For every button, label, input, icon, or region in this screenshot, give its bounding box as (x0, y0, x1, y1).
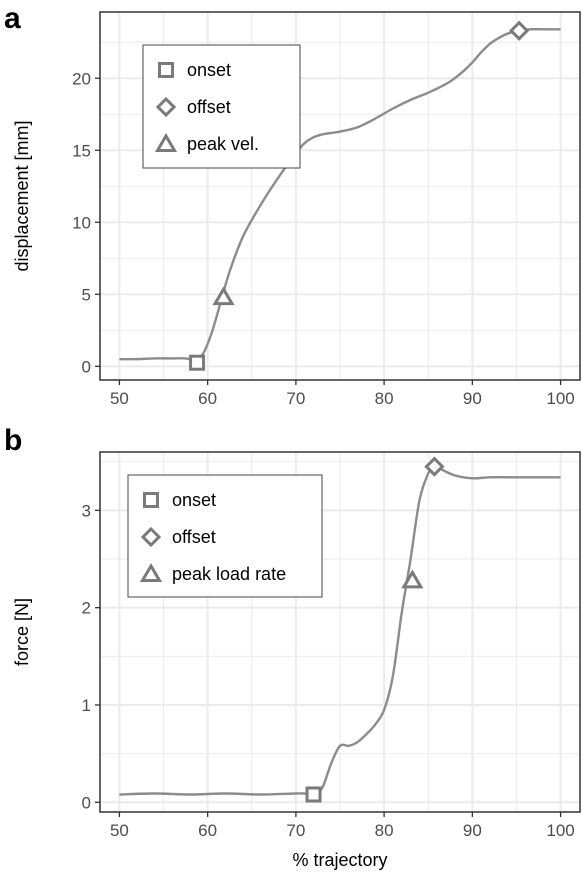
x-tick-label: 50 (110, 821, 129, 840)
frame-a (99, 11, 581, 381)
panel-label-b: b (4, 424, 22, 457)
x-axis-title-b: % trajectory (292, 850, 387, 870)
x-tick-label: 70 (286, 389, 305, 408)
legend-a: onset offset peak vel. (142, 44, 301, 169)
legend-label: offset (187, 97, 231, 117)
square-marker-onset (189, 354, 206, 371)
y-tick-label: 15 (72, 141, 91, 160)
y-tick-label: 0 (82, 793, 91, 812)
x-tick-label: 90 (463, 821, 482, 840)
x-tick-label: 100 (546, 389, 574, 408)
x-tick-label: 80 (375, 389, 394, 408)
y-tick-label: 5 (82, 285, 91, 304)
x-ticks-b: 50 60 70 80 90 100 (110, 812, 575, 840)
panel-a: a 50 60 70 80 90 100 0 5 10 15 20 displacement [m… (4, 2, 581, 408)
frame-b (99, 451, 581, 813)
y-axis-title-b: force [N] (12, 598, 32, 666)
y-tick-label: 1 (82, 696, 91, 715)
y-tick-label: 10 (72, 213, 91, 232)
legend-label: onset (187, 60, 231, 80)
y-tick-label: 2 (82, 599, 91, 618)
panel-label-a: a (4, 2, 21, 35)
legend-label: onset (172, 490, 216, 510)
legend-label: peak vel. (187, 134, 259, 154)
force-line (119, 465, 561, 796)
x-tick-label: 50 (110, 389, 129, 408)
legend-box (127, 474, 323, 598)
y-ticks-a: 0 5 10 15 20 (72, 69, 100, 376)
x-tick-label: 80 (375, 821, 394, 840)
markers-a (189, 20, 530, 371)
y-tick-label: 20 (72, 69, 91, 88)
x-tick-label: 60 (198, 821, 217, 840)
y-axis-title-a: displacement [mm] (12, 120, 32, 271)
square-marker-onset (305, 786, 322, 803)
triangle-marker-peak-vel (212, 286, 235, 306)
grid-b (100, 452, 580, 812)
x-tick-label: 100 (546, 821, 574, 840)
legend-label: peak load rate (172, 564, 286, 584)
legend-key-square (158, 62, 174, 78)
legend-key-triangle (154, 133, 178, 152)
legend-key-square (143, 492, 159, 508)
y-tick-label: 3 (82, 501, 91, 520)
x-tick-label: 70 (286, 821, 305, 840)
x-tick-label: 90 (463, 389, 482, 408)
legend-b: onset offset peak load rate (127, 474, 323, 598)
x-ticks-a: 50 60 70 80 90 100 (110, 380, 575, 408)
panel-b: b 50 60 70 80 90 100 0 1 2 3 force [N] % traject… (4, 424, 581, 870)
legend-key-diamond (140, 526, 162, 548)
triangle-marker-peak-load-rate (401, 569, 424, 589)
diamond-marker-offset (424, 456, 445, 477)
y-ticks-b: 0 1 2 3 (82, 501, 100, 812)
diamond-marker-offset (508, 20, 530, 41)
x-tick-label: 60 (198, 389, 217, 408)
markers-b (305, 456, 445, 803)
legend-key-diamond (155, 96, 177, 118)
y-tick-label: 0 (82, 357, 91, 376)
legend-label: offset (172, 527, 216, 547)
legend-key-triangle (139, 563, 163, 582)
